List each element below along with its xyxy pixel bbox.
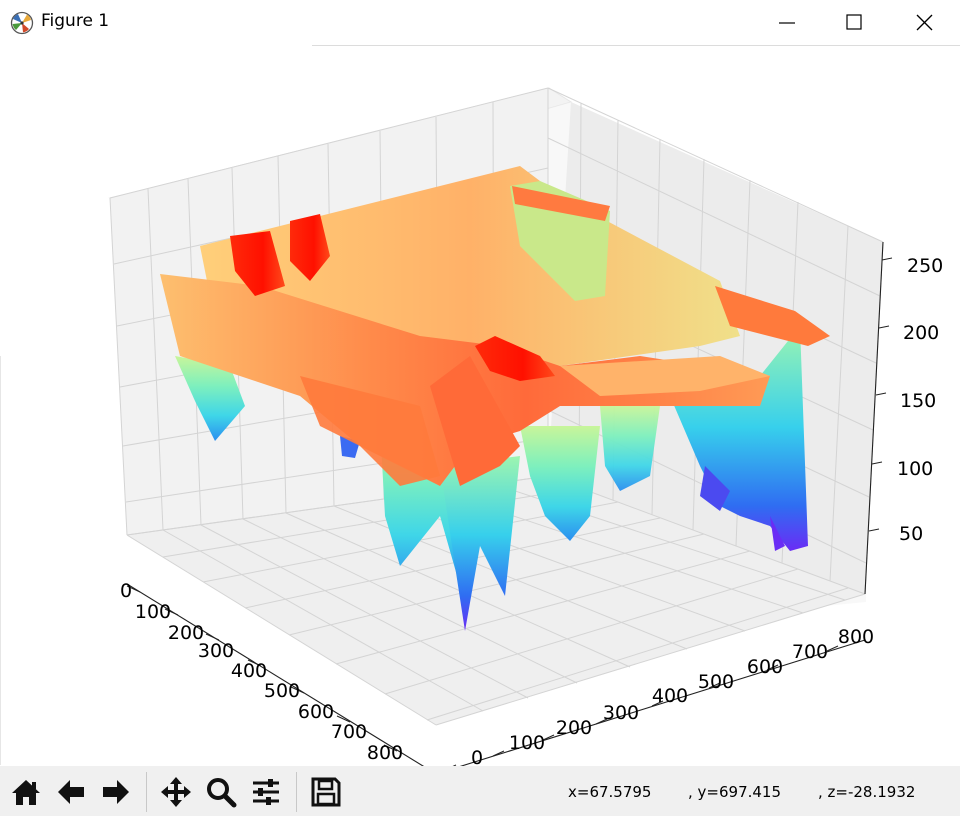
matplotlib-logo-icon	[10, 11, 34, 35]
sliders-icon	[253, 779, 279, 805]
save-button[interactable]	[306, 772, 346, 812]
arrow-left-icon	[58, 780, 84, 804]
tick-marks	[126, 257, 893, 766]
y-axis-ticks: 0 100 200 300 400 500 600 700 800	[471, 626, 874, 766]
minimize-button[interactable]	[764, 0, 810, 46]
cursor-z-readout: , z=-28.1932	[818, 783, 916, 801]
y-tick-label: 800	[838, 626, 874, 648]
x-tick-label: 400	[231, 660, 267, 682]
magnifier-icon	[207, 778, 237, 808]
x-tick-label: 600	[298, 701, 334, 723]
surface-plot-3d[interactable]: 0 100 200 300 400 500 600 700 800 0 100 …	[0, 46, 960, 766]
x-tick-label: 500	[264, 680, 300, 702]
axis-spines	[126, 241, 884, 766]
window-titlebar: Figure 1	[0, 0, 960, 46]
y-tick-label: 500	[698, 671, 734, 693]
x-tick-label: 300	[198, 640, 234, 662]
toolbar-separator	[146, 772, 147, 812]
z-tick-label: 50	[899, 523, 923, 545]
x-tick-label: 700	[331, 721, 367, 743]
z-axis-ticks: 50 100 150 200 250	[897, 255, 943, 545]
z-tick-label: 150	[900, 390, 936, 412]
y-tick-label: 300	[603, 702, 639, 724]
window-title: Figure 1	[41, 11, 110, 31]
window-edge	[0, 356, 1, 765]
home-icon	[12, 780, 40, 805]
y-tick-label: 400	[652, 685, 688, 707]
x-tick-label: 100	[135, 601, 171, 623]
floppy-disk-icon	[311, 777, 341, 807]
y-tick-label: 600	[747, 656, 783, 678]
z-tick-label: 200	[903, 322, 939, 344]
z-tick-label: 100	[897, 458, 933, 480]
x-tick-label: 0	[120, 580, 132, 602]
y-tick-label: 100	[509, 732, 545, 754]
y-tick-label: 0	[471, 747, 483, 766]
cursor-y-readout: , y=697.415	[688, 783, 782, 801]
y-tick-label: 200	[556, 717, 592, 739]
maximize-button[interactable]	[831, 0, 877, 46]
home-button[interactable]	[6, 772, 46, 812]
header-divider	[312, 45, 960, 46]
y-tick-label: 700	[792, 641, 828, 663]
subplots-button[interactable]	[246, 772, 286, 812]
zoom-button[interactable]	[201, 772, 241, 812]
back-button[interactable]	[51, 772, 91, 812]
arrow-right-icon	[103, 780, 129, 804]
z-tick-label: 250	[907, 255, 943, 277]
close-button[interactable]	[901, 0, 947, 46]
cursor-x-readout: x=67.5795	[568, 783, 652, 801]
x-axis-ticks: 0 100 200 300 400 500 600 700 800	[120, 580, 403, 764]
x-tick-label: 200	[168, 622, 204, 644]
forward-button[interactable]	[96, 772, 136, 812]
move-icon	[161, 777, 191, 807]
navigation-toolbar: x=67.5795 , y=697.415 , z=-28.1932	[0, 766, 960, 816]
pan-button[interactable]	[156, 772, 196, 812]
x-tick-label: 800	[367, 742, 403, 764]
toolbar-separator	[296, 772, 297, 812]
surface-mesh	[160, 166, 830, 631]
